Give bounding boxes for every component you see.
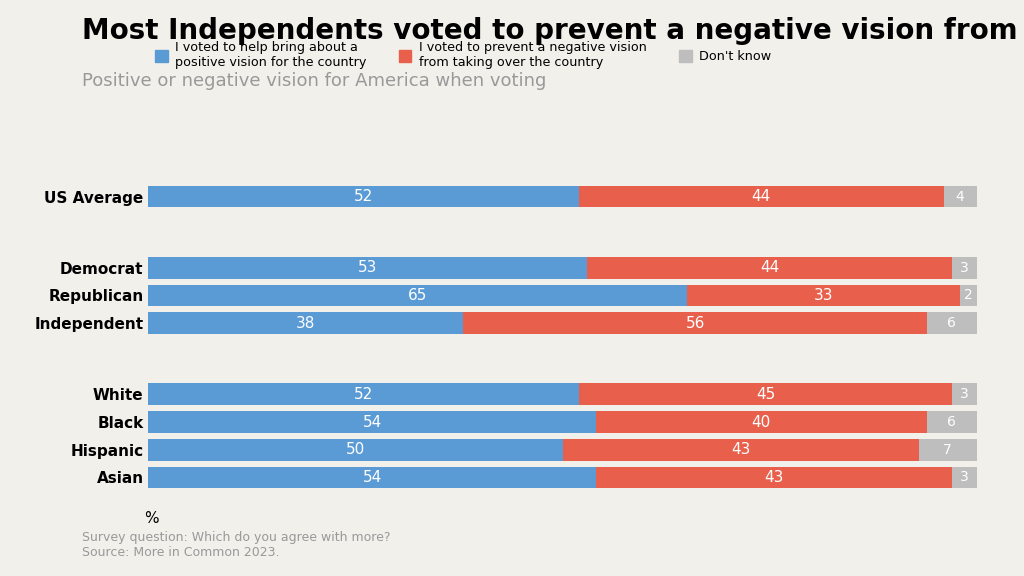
- Bar: [927, 411, 977, 433]
- Text: 52: 52: [354, 189, 374, 204]
- Text: 44: 44: [752, 189, 771, 204]
- Text: 53: 53: [358, 260, 378, 275]
- Bar: [596, 467, 952, 488]
- Text: 2: 2: [964, 289, 973, 302]
- Text: 52: 52: [354, 387, 374, 402]
- Bar: [943, 185, 977, 207]
- Text: 54: 54: [362, 415, 382, 430]
- Bar: [588, 257, 952, 279]
- Text: 50: 50: [346, 442, 366, 457]
- Text: 6: 6: [947, 415, 956, 429]
- Text: 65: 65: [408, 288, 427, 303]
- Text: 54: 54: [362, 470, 382, 485]
- Bar: [596, 411, 927, 433]
- Bar: [961, 285, 977, 306]
- Text: 4: 4: [955, 190, 965, 203]
- Text: Most Independents voted to prevent a negative vision from taking over: Most Independents voted to prevent a neg…: [82, 17, 1024, 46]
- Bar: [463, 312, 927, 334]
- Bar: [952, 257, 977, 279]
- Text: 3: 3: [959, 261, 969, 275]
- Text: Survey question: Which do you agree with more?
Source: More in Common 2023.: Survey question: Which do you agree with…: [82, 530, 390, 559]
- Bar: [952, 467, 977, 488]
- Text: 3: 3: [959, 387, 969, 401]
- Text: 45: 45: [756, 387, 775, 402]
- Bar: [148, 467, 596, 488]
- Bar: [687, 285, 961, 306]
- Text: 6: 6: [947, 316, 956, 330]
- Bar: [148, 439, 562, 461]
- Text: 7: 7: [943, 443, 952, 457]
- Bar: [148, 312, 463, 334]
- Text: 43: 43: [764, 470, 783, 485]
- Bar: [148, 285, 687, 306]
- Bar: [580, 384, 952, 405]
- Bar: [148, 257, 588, 279]
- Text: Positive or negative vision for America when voting: Positive or negative vision for America …: [82, 72, 546, 90]
- Bar: [927, 312, 977, 334]
- Bar: [580, 185, 943, 207]
- Text: 40: 40: [752, 415, 771, 430]
- Legend: I voted to help bring about a
positive vision for the country, I voted to preven: I voted to help bring about a positive v…: [155, 41, 771, 69]
- Text: 43: 43: [731, 442, 751, 457]
- Text: 44: 44: [760, 260, 779, 275]
- Text: 3: 3: [959, 471, 969, 484]
- Text: 33: 33: [814, 288, 834, 303]
- Bar: [952, 384, 977, 405]
- Text: 56: 56: [685, 316, 705, 331]
- Bar: [919, 439, 977, 461]
- Bar: [148, 411, 596, 433]
- Bar: [562, 439, 919, 461]
- Bar: [148, 384, 580, 405]
- Bar: [148, 185, 580, 207]
- Text: 38: 38: [296, 316, 315, 331]
- Text: %: %: [144, 511, 159, 526]
